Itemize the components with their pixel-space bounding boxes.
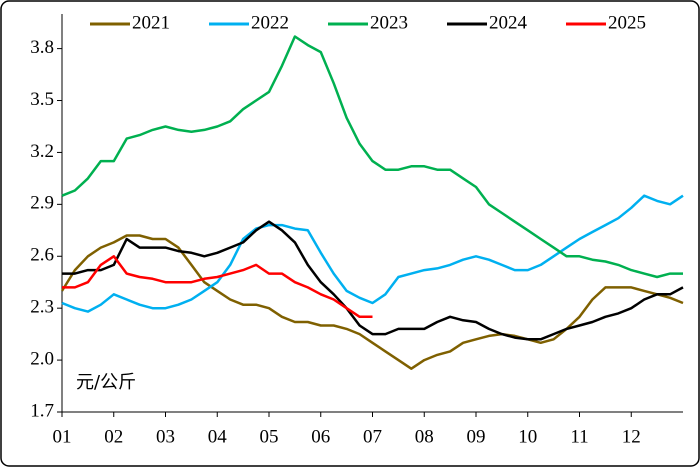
y-tick-label: 3.5 (30, 89, 54, 110)
y-tick-label: 3.8 (30, 37, 54, 58)
y-tick-label: 3.2 (30, 141, 54, 162)
series-line (62, 255, 373, 319)
y-tick-label: 2.9 (30, 193, 54, 214)
x-tick-label: 05 (260, 426, 279, 447)
x-tick-label: 07 (363, 426, 382, 447)
legend-label: 2025 (608, 12, 646, 33)
series-line (60, 234, 684, 370)
x-tick-label: 04 (208, 426, 228, 447)
x-tick-label: 01 (53, 426, 72, 447)
x-tick-label: 10 (518, 426, 537, 447)
x-tick-label: 03 (156, 426, 175, 447)
x-tick-label: 06 (311, 426, 330, 447)
unit-annotation: 元/公斤 (76, 372, 136, 393)
legend-label: 2021 (132, 12, 170, 33)
x-tick-label: 02 (104, 426, 123, 447)
y-tick-label: 1.7 (30, 400, 54, 421)
x-tick-label: 12 (622, 426, 641, 447)
legend-label: 2023 (370, 12, 408, 33)
legend-label: 2022 (251, 12, 289, 33)
x-tick-label: 09 (467, 426, 486, 447)
legend-label: 2024 (489, 12, 528, 33)
series-line (61, 35, 683, 279)
y-tick-label: 2.6 (30, 245, 54, 266)
series-line (62, 220, 684, 341)
y-tick-label: 2.3 (30, 297, 54, 318)
x-tick-label: 11 (570, 426, 588, 447)
series-line (61, 194, 684, 313)
y-tick-label: 2.0 (30, 348, 54, 369)
x-tick-label: 08 (415, 426, 434, 447)
